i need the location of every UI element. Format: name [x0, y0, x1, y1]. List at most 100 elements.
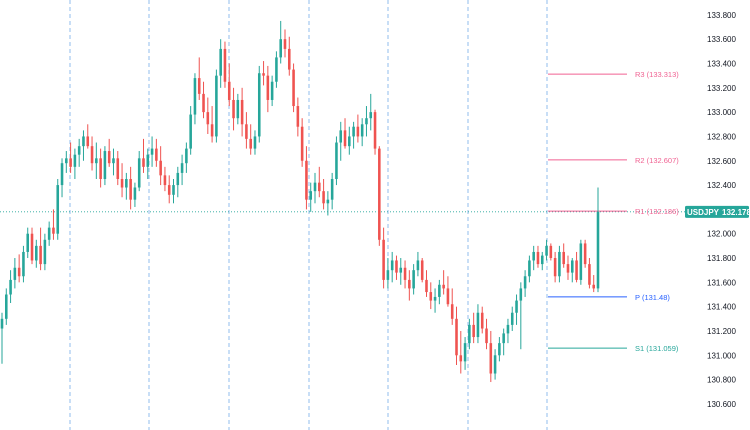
- candle-body: [450, 304, 454, 319]
- candle-body: [253, 136, 257, 149]
- candle-body: [592, 284, 595, 289]
- candle: [390, 251, 394, 283]
- candle-body: [360, 124, 364, 137]
- candle-body: [352, 126, 355, 137]
- candle: [133, 182, 137, 207]
- y-tick-label: 132.800: [707, 132, 736, 141]
- candle: [232, 87, 235, 131]
- candle: [266, 65, 270, 113]
- candle: [120, 163, 124, 198]
- candle-body: [480, 312, 484, 329]
- candle-body: [257, 73, 261, 137]
- price-tag[interactable]: USDJPY 132.178: [685, 205, 750, 218]
- candle-body: [137, 158, 141, 188]
- candle-body: [133, 187, 137, 200]
- candle: [425, 270, 428, 297]
- candle-body: [155, 148, 158, 161]
- price-tag-background: [685, 205, 749, 218]
- pivot-label-1: R2 (132.607): [635, 156, 679, 165]
- y-tick-label: 133.600: [707, 35, 736, 44]
- candle: [275, 51, 278, 88]
- candle: [433, 288, 437, 313]
- candle: [52, 209, 55, 240]
- candle: [159, 146, 162, 186]
- candle: [545, 239, 548, 261]
- candle: [583, 239, 587, 268]
- candle-body: [575, 260, 578, 280]
- candle-body: [343, 130, 347, 147]
- candles: [0, 20, 600, 383]
- candle-body: [287, 48, 291, 70]
- candle: [343, 118, 347, 149]
- candle-body: [463, 343, 467, 362]
- candle: [570, 258, 574, 283]
- candle: [463, 337, 467, 370]
- candle: [0, 312, 4, 364]
- candle: [335, 136, 338, 186]
- candle: [459, 330, 463, 374]
- candle: [155, 138, 158, 167]
- candle-body: [69, 158, 72, 167]
- candle: [403, 260, 407, 289]
- candle: [56, 178, 60, 240]
- candle-body: [313, 182, 317, 192]
- candle-body: [420, 260, 424, 280]
- candle: [103, 146, 107, 186]
- candle: [69, 142, 72, 173]
- candle: [468, 318, 471, 350]
- candle: [9, 270, 12, 304]
- candle-body: [266, 75, 270, 100]
- candle: [236, 93, 240, 125]
- candle-body: [163, 175, 167, 186]
- candle: [558, 245, 561, 283]
- candle-body: [382, 239, 385, 280]
- candle-body: [489, 343, 493, 374]
- candle-body: [365, 118, 368, 125]
- candle: [579, 239, 583, 285]
- candle-body: [566, 264, 570, 273]
- last-price-tag[interactable]: USDJPY 132.178: [685, 205, 750, 218]
- candle: [163, 166, 167, 192]
- candle-body: [283, 39, 287, 49]
- candle-body: [125, 178, 128, 188]
- candle-body: [189, 114, 192, 149]
- candle: [253, 130, 257, 155]
- candle-body: [197, 78, 201, 94]
- candle: [283, 29, 287, 58]
- candle-body: [95, 158, 98, 164]
- candle-body: [425, 279, 428, 293]
- candle: [245, 112, 248, 149]
- candle-body: [60, 163, 64, 186]
- pivot-label-2: R1 (132.186): [635, 207, 679, 216]
- candle: [47, 221, 51, 246]
- candle: [408, 270, 411, 301]
- candle-body: [528, 260, 531, 277]
- candle: [150, 136, 154, 167]
- candle: [35, 239, 38, 268]
- candle-body: [373, 112, 377, 149]
- candle: [420, 258, 424, 283]
- candle-body: [142, 158, 145, 167]
- candle-body: [22, 251, 25, 277]
- candle-body: [506, 324, 510, 334]
- candle: [519, 282, 523, 350]
- candle: [360, 118, 364, 147]
- candle-body: [326, 199, 330, 204]
- candle-body: [416, 260, 420, 271]
- candle: [215, 69, 218, 143]
- candle-body: [5, 294, 8, 319]
- pivot-lines: R3 (133.313) R2 (132.607) R1 (132.186) P (1…: [548, 70, 679, 353]
- candle-body: [56, 185, 60, 234]
- candle: [223, 41, 227, 88]
- candle-body: [35, 245, 38, 261]
- candle-body: [339, 130, 343, 143]
- candle: [382, 227, 385, 289]
- candle: [90, 136, 94, 171]
- candle-body: [236, 99, 240, 119]
- pivot-label-3: P (131.48): [635, 293, 670, 302]
- candle: [438, 279, 441, 305]
- candle: [532, 245, 535, 271]
- candle: [107, 138, 111, 167]
- candle-body: [459, 355, 463, 362]
